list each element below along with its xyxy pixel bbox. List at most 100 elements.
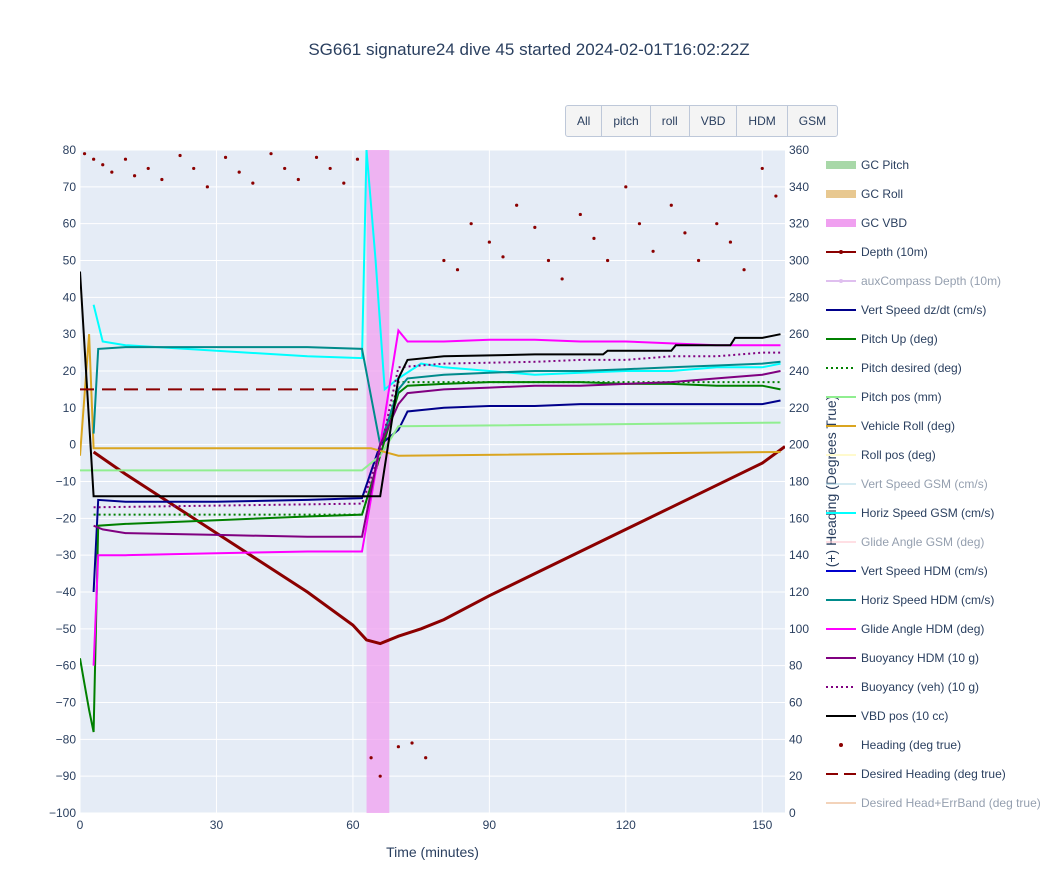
legend-item-vbd-pos-10-cc[interactable]: VBD pos (10 cc)	[826, 709, 948, 723]
x-tick-label: 30	[210, 818, 224, 832]
legend-item-vert-speed-gsm-cm-s[interactable]: Vert Speed GSM (cm/s)	[826, 477, 988, 491]
legend-label: Vert Speed dz/dt (cm/s)	[861, 303, 986, 317]
legend-item-buoyancy-hdm-10-g[interactable]: Buoyancy HDM (10 g)	[826, 651, 979, 665]
roll-button[interactable]: roll	[649, 105, 690, 137]
legend-item-depth-10m[interactable]: Depth (10m)	[826, 245, 928, 259]
heading-point	[696, 258, 701, 263]
heading-point	[283, 166, 287, 171]
heading-point	[223, 155, 228, 159]
heading-point	[110, 170, 114, 174]
legend-label: Vehicle Roll (deg)	[861, 419, 955, 433]
legend-item-desired-heading-deg-true[interactable]: Desired Heading (deg true)	[826, 767, 1006, 781]
y2-tick-label: 200	[789, 438, 809, 452]
legend-item-gc-pitch[interactable]: GC Pitch	[826, 158, 909, 172]
heading-point	[683, 231, 687, 235]
heading-point	[715, 222, 719, 226]
series-buoyancy-hdm-10-g	[93, 370, 781, 538]
legend-label: Desired Head+ErrBand (deg true)	[861, 796, 1041, 810]
heading-point	[146, 166, 150, 171]
heading-point	[237, 170, 241, 174]
heading-point	[314, 155, 319, 159]
y-tick-label: −100	[49, 806, 76, 820]
series-buoyancy-veh-10-g	[93, 351, 781, 509]
legend-item-horiz-speed-gsm-cm-s[interactable]: Horiz Speed GSM (cm/s)	[826, 506, 994, 520]
heading-point	[560, 277, 564, 281]
legend-item-auxcompass-depth-10m[interactable]: auxCompass Depth (10m)	[826, 274, 1001, 288]
x-axis-label: Time (minutes)	[386, 844, 479, 860]
legend-item-glide-angle-gsm-deg[interactable]: Glide Angle GSM (deg)	[826, 535, 984, 549]
heading-point	[82, 152, 87, 156]
y-tick-label: −10	[56, 475, 77, 489]
heading-point	[378, 774, 382, 778]
y-tick-label: 80	[63, 143, 77, 157]
y-tick-label: −30	[56, 548, 77, 562]
y-tick-label: −90	[56, 769, 77, 783]
heading-point	[501, 255, 505, 259]
heading-point	[424, 756, 428, 760]
legend-item-pitch-pos-mm[interactable]: Pitch pos (mm)	[826, 390, 942, 404]
y-tick-label: −80	[56, 732, 77, 746]
legend-item-buoyancy-veh-10-g[interactable]: Buoyancy (veh) (10 g)	[826, 680, 979, 694]
legend-item-vehicle-roll-deg[interactable]: Vehicle Roll (deg)	[826, 419, 955, 433]
series-horiz-speed-gsm-cm-s	[92, 150, 781, 392]
legend-label: Buoyancy (veh) (10 g)	[861, 680, 979, 694]
legend-marker	[839, 250, 843, 254]
y2-tick-label: 100	[789, 622, 809, 636]
axes: 80706050403020100−10−20−30−40−50−60−70−8…	[49, 143, 839, 860]
heading-point	[606, 258, 610, 263]
series-pitch-up-deg	[80, 381, 781, 733]
legend-label: Horiz Speed GSM (cm/s)	[861, 506, 994, 520]
legend-item-vert-speed-dz-dt-cm-s[interactable]: Vert Speed dz/dt (cm/s)	[826, 303, 986, 317]
legend-item-heading-deg-true[interactable]: Heading (deg true)	[839, 738, 961, 752]
y2-tick-label: 0	[789, 806, 796, 820]
grid-lines	[79, 149, 785, 814]
y2-tick-label: 280	[789, 290, 809, 304]
heading-point	[251, 181, 255, 185]
legend-item-desired-head-errband-deg-true[interactable]: Desired Head+ErrBand (deg true)	[826, 796, 1041, 810]
series-vert-speed-dz-dt-cm-s	[92, 399, 781, 593]
vbd-button[interactable]: VBD	[688, 105, 738, 137]
legend-item-vert-speed-hdm-cm-s[interactable]: Vert Speed HDM (cm/s)	[826, 564, 988, 578]
y2-tick-label: 240	[789, 364, 809, 378]
legend-item-pitch-desired-deg[interactable]: Pitch desired (deg)	[826, 361, 962, 375]
series-horiz-speed-hdm-cm-s	[92, 346, 781, 449]
series-depth-10m	[92, 445, 785, 646]
legend-item-gc-roll[interactable]: GC Roll	[826, 187, 903, 201]
y2-tick-label: 180	[789, 475, 809, 489]
series-heading-deg-true	[82, 152, 778, 778]
heading-point	[205, 185, 209, 189]
legend-item-horiz-speed-hdm-cm-s[interactable]: Horiz Speed HDM (cm/s)	[826, 593, 994, 607]
heading-point	[469, 222, 473, 226]
chart-title: SG661 signature24 dive 45 started 2024-0…	[308, 40, 750, 59]
hdm-button[interactable]: HDM	[736, 105, 788, 137]
gsm-button[interactable]: GSM	[786, 105, 839, 137]
heading-point	[651, 249, 655, 253]
heading-point	[546, 258, 551, 263]
y-tick-label: −50	[56, 622, 77, 636]
legend-item-roll-pos-deg[interactable]: Roll pos (deg)	[826, 448, 936, 462]
series-pitch-pos-mm	[80, 421, 781, 472]
heading-point	[369, 756, 373, 760]
legend-item-glide-angle-hdm-deg[interactable]: Glide Angle HDM (deg)	[826, 622, 984, 636]
heading-point	[132, 174, 137, 178]
legend-item-gc-vbd[interactable]: GC VBD	[826, 216, 907, 230]
legend: GC Pitch GC Roll GC VBD Depth (10m) auxCompa…	[826, 158, 1041, 810]
legend-label: Buoyancy HDM (10 g)	[861, 651, 979, 665]
y2-tick-label: 260	[789, 327, 809, 341]
y2-tick-label: 80	[789, 659, 803, 673]
heading-point	[760, 166, 764, 171]
y-tick-label: 10	[63, 401, 77, 415]
x-tick-label: 150	[752, 818, 772, 832]
legend-item-pitch-up-deg[interactable]: Pitch Up (deg)	[826, 332, 938, 346]
bands	[366, 150, 390, 813]
heading-point	[487, 240, 491, 244]
y-tick-label: 50	[63, 254, 77, 268]
heading-point	[342, 181, 346, 185]
heading-point	[592, 236, 596, 240]
legend-label: Vert Speed HDM (cm/s)	[861, 564, 988, 578]
x-tick-label: 90	[483, 818, 497, 832]
y2-tick-label: 220	[789, 401, 809, 415]
heading-point	[410, 741, 414, 745]
heading-point	[396, 745, 400, 749]
legend-label: Pitch desired (deg)	[861, 361, 962, 375]
